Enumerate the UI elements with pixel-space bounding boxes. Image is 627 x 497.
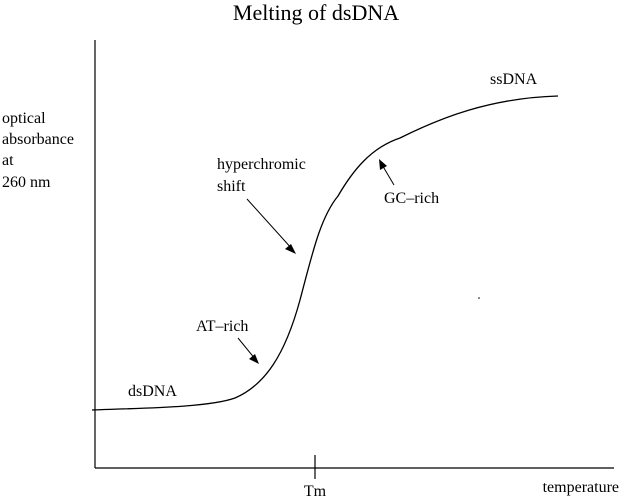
gc-rich-label: GC–rich [384,190,439,207]
at-rich-arrow [237,337,259,364]
y-axis-label: optical absorbance at 260 nm [2,110,74,191]
hyperchromic-label-line2: shift [217,178,246,195]
y-axis-label-line: optical [2,110,46,127]
y-axis-label-line: 260 nm [2,174,51,191]
tm-tick-label: Tm [304,483,327,497]
diagram-title: Melting of dsDNA [233,0,399,25]
at-rich-label: AT–rich [196,318,248,335]
gc-rich-arrow [379,159,395,186]
y-axis-label-line: absorbance [2,131,74,148]
x-axis-label: temperature [543,479,619,496]
stray-dot [478,297,480,299]
ssdna-label: ssDNA [490,71,538,88]
hyperchromic-label-line1: hyperchromic [217,156,306,173]
melting-curve [91,95,559,411]
hyperchromic-arrow [246,198,296,254]
dsdna-label: dsDNA [128,383,177,400]
y-axis-label-line: at [2,152,14,169]
